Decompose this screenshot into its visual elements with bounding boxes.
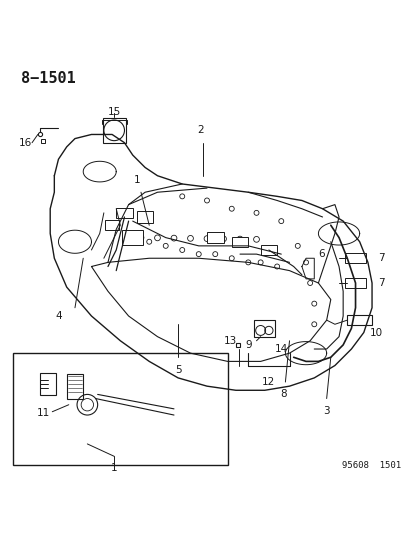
Bar	[122, 230, 143, 245]
Bar	[231, 237, 248, 247]
Bar	[260, 245, 276, 255]
Bar	[104, 220, 119, 230]
Text: 1: 1	[111, 463, 117, 473]
Text: 3: 3	[323, 406, 329, 416]
Text: 13: 13	[223, 336, 236, 346]
Bar	[13, 353, 227, 465]
Text: 4: 4	[55, 311, 62, 321]
Bar	[347, 315, 371, 325]
Text: 12: 12	[261, 377, 275, 387]
Bar	[137, 211, 153, 223]
Text: 9: 9	[244, 340, 251, 350]
Bar	[66, 374, 83, 399]
Bar	[344, 278, 365, 288]
Text: 14: 14	[274, 344, 287, 354]
Text: 5: 5	[174, 365, 181, 375]
Text: 10: 10	[369, 327, 382, 337]
Bar	[40, 373, 56, 395]
Text: 6: 6	[318, 249, 324, 259]
Text: 8: 8	[279, 390, 286, 399]
Text: 95608  1501: 95608 1501	[341, 461, 400, 470]
Bar	[116, 208, 133, 218]
Bar	[344, 253, 365, 263]
Bar	[102, 118, 125, 143]
Text: 8−1501: 8−1501	[21, 70, 76, 85]
Bar	[206, 232, 223, 243]
Text: 15: 15	[107, 107, 121, 117]
Bar	[254, 320, 274, 337]
Text: 11: 11	[37, 408, 50, 418]
Text: 2: 2	[197, 125, 204, 135]
Text: 7: 7	[377, 278, 384, 288]
Text: 7: 7	[377, 253, 384, 263]
Text: 16: 16	[18, 138, 31, 148]
Text: 1: 1	[133, 175, 140, 185]
